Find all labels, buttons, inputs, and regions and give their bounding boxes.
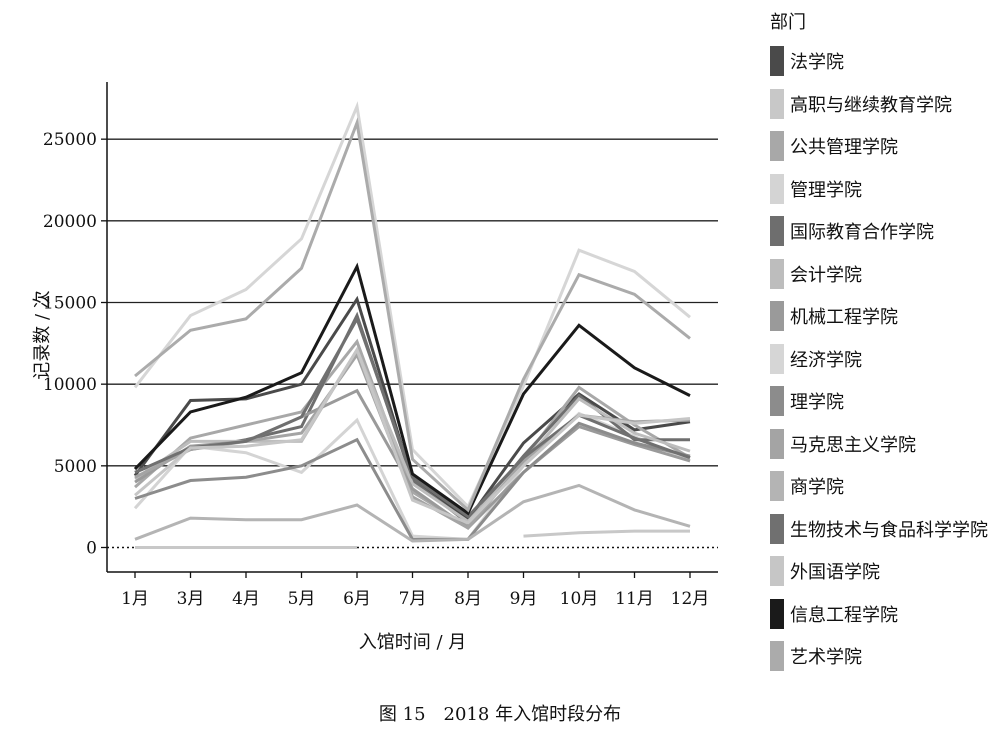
legend-item: 理学院 <box>770 380 988 423</box>
y-axis-ticks: 0 5000 10000 15000 20000 25000 <box>43 130 107 559</box>
series-line <box>134 315 691 519</box>
legend-swatch <box>770 556 784 587</box>
legend-label: 法学院 <box>790 52 844 74</box>
x-axis-ticks: 1月 3月 4月 5月 6月 7月 8月 9月 10月 11月 12月 <box>121 572 709 609</box>
x-tick-label: 4月 <box>232 589 260 609</box>
series-line <box>134 338 691 529</box>
series-lines <box>133 101 691 549</box>
legend-item: 高职与继续教育学院 <box>770 83 988 126</box>
legend-item: 生物技术与食品科学学院 <box>770 508 988 551</box>
legend-swatch <box>770 216 784 247</box>
x-tick-label: 9月 <box>510 589 538 609</box>
series-13 <box>134 346 691 525</box>
legend-label: 商学院 <box>790 477 844 499</box>
y-tick-label: 25000 <box>43 130 97 150</box>
legend-label: 信息工程学院 <box>790 604 898 626</box>
legend-label: 机械工程学院 <box>790 307 898 329</box>
legend-label: 外国语学院 <box>790 562 880 584</box>
series-11 <box>134 483 691 543</box>
series-3 <box>134 338 691 529</box>
series-line <box>134 483 691 543</box>
series-15 <box>134 117 691 513</box>
legend-swatch <box>770 386 784 417</box>
legend-item: 公共管理学院 <box>770 125 988 168</box>
x-tick-label: 12月 <box>671 589 710 609</box>
y-tick-label: 15000 <box>43 294 97 314</box>
legend-swatch <box>770 131 784 162</box>
x-tick-label: 1月 <box>121 589 149 609</box>
legend-title: 部门 <box>770 12 806 33</box>
series-4 <box>133 411 691 541</box>
series-line <box>134 117 691 513</box>
legend-swatch <box>770 471 784 502</box>
series-line <box>133 262 691 516</box>
series-line <box>134 346 691 524</box>
legend-item: 外国语学院 <box>770 550 988 593</box>
legend-label: 经济学院 <box>790 349 862 371</box>
figure-caption: 图 15 2018 年入馆时段分布 <box>378 704 622 725</box>
legend-label: 会计学院 <box>790 264 862 286</box>
y-tick-label: 0 <box>86 539 97 559</box>
legend-item: 会计学院 <box>770 253 988 296</box>
legend-item: 艺术学院 <box>770 635 988 678</box>
legend-item: 商学院 <box>770 465 988 508</box>
series-8 <box>133 101 691 510</box>
legend-swatch <box>770 301 784 332</box>
y-tick-label: 5000 <box>54 457 97 477</box>
series-line <box>134 346 691 525</box>
series-2 <box>135 529 690 549</box>
legend-item: 马克思主义学院 <box>770 423 988 466</box>
x-tick-label: 10月 <box>560 589 599 609</box>
series-6 <box>134 346 691 524</box>
x-tick-label: 5月 <box>288 589 316 609</box>
legend-swatch <box>770 598 784 629</box>
legend-swatch <box>770 513 784 544</box>
legend-swatch <box>770 173 784 204</box>
series-line <box>523 529 690 538</box>
series-line <box>133 411 691 541</box>
y-axis-title: 记录数 / 次 <box>32 290 53 380</box>
legend-label: 国际教育合作学院 <box>790 222 934 244</box>
legend-swatch <box>770 88 784 119</box>
series-12 <box>134 315 691 519</box>
legend-label: 管理学院 <box>790 179 862 201</box>
legend-swatch <box>770 641 784 672</box>
legend-item: 管理学院 <box>770 168 988 211</box>
series-14 <box>133 262 691 516</box>
legend-label: 理学院 <box>790 392 844 414</box>
legend-swatch <box>770 343 784 374</box>
series-line <box>133 101 691 510</box>
x-axis-title: 入馆时间 / 月 <box>359 632 467 653</box>
legend-swatch <box>770 258 784 289</box>
legend-swatch <box>770 428 784 459</box>
legend-label: 生物技术与食品科学学院 <box>790 519 988 541</box>
legend-swatch <box>770 46 784 77</box>
legend-label: 艺术学院 <box>790 647 862 669</box>
legend-label: 公共管理学院 <box>790 137 898 159</box>
x-tick-label: 11月 <box>615 589 654 609</box>
gridlines <box>107 138 718 467</box>
legend-item: 国际教育合作学院 <box>770 210 988 253</box>
legend-item: 机械工程学院 <box>770 295 988 338</box>
legend-item: 经济学院 <box>770 338 988 381</box>
x-tick-label: 6月 <box>343 589 371 609</box>
x-tick-label: 7月 <box>399 589 427 609</box>
legend: 部门 法学院高职与继续教育学院 公共管理学院 管理学院国际教育合作学院 会计学院机械工… <box>770 12 988 678</box>
legend-item: 法学院 <box>770 40 988 83</box>
x-tick-label: 3月 <box>177 589 205 609</box>
legend-label: 高职与继续教育学院 <box>790 94 952 116</box>
legend-item: 信息工程学院 <box>770 593 988 636</box>
legend-label: 马克思主义学院 <box>790 434 916 456</box>
legend-items: 法学院高职与继续教育学院 公共管理学院 管理学院国际教育合作学院 会计学院机械工程学院… <box>770 40 988 678</box>
y-tick-label: 10000 <box>43 375 97 395</box>
y-tick-label: 20000 <box>43 212 97 232</box>
x-tick-label: 8月 <box>454 589 482 609</box>
